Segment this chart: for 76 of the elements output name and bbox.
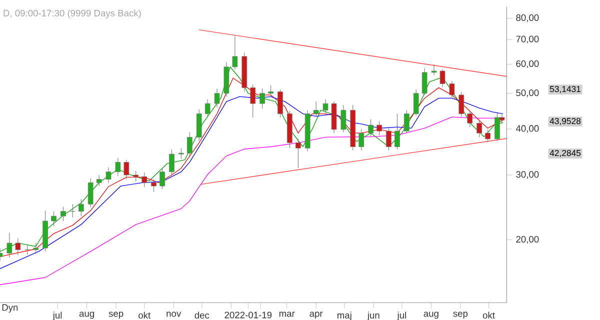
x-tick-label: okt: [482, 312, 495, 319]
candlestick: [6, 232, 12, 258]
candlestick: [115, 158, 121, 176]
text: 43,9528: [550, 118, 581, 126]
candlestick: [196, 109, 202, 141]
candlestick: [88, 178, 94, 208]
candlestick: [142, 172, 148, 188]
candlestick: [96, 174, 102, 186]
candlestick: [296, 138, 301, 168]
candlestick: [268, 85, 274, 98]
y-tick-label: 50,00: [516, 90, 539, 98]
x-tick-label: nov: [166, 312, 182, 317]
candlestick: [404, 110, 410, 134]
candlestick: [340, 104, 346, 133]
candlestick: [250, 84, 256, 118]
candlestick: [376, 120, 382, 136]
line-series: [0, 116, 506, 286]
candlestick: [476, 119, 482, 138]
x-tick-label: jul: [52, 312, 62, 320]
y-tick-label: 60,00: [516, 60, 539, 68]
candlestick: [160, 168, 165, 190]
candlestick: [60, 206, 66, 222]
candlestick: [124, 160, 130, 180]
x-tick-label: sep: [453, 312, 468, 319]
x-tick-label: maj: [337, 312, 352, 320]
candlestick: [413, 89, 419, 116]
text: Dyn: [2, 304, 18, 313]
candlestick: [133, 170, 139, 182]
candlestick: [322, 98, 328, 114]
chart-title: D, 09:00-17:30 (9999 Days Back): [4, 10, 141, 18]
x-tick-label: aug: [424, 312, 438, 319]
x-tick-label: jun: [367, 312, 380, 320]
candlestick: [178, 148, 184, 160]
x-tick-label: mar: [279, 312, 295, 317]
candlestick: [431, 64, 437, 76]
candlestick: [24, 244, 30, 256]
y-tick-label: 40,00: [516, 125, 539, 133]
candlestick: [204, 98, 210, 118]
candlestick: [232, 36, 238, 70]
candlestick: [151, 179, 156, 192]
candlestick: [440, 68, 446, 88]
candlestick: [33, 242, 39, 254]
candlestick: [70, 204, 76, 218]
candlestick: [394, 114, 400, 150]
x-tick-label: aug: [79, 312, 94, 319]
x-tick-label: apr: [310, 312, 323, 319]
candlestick: [386, 128, 392, 151]
candlestick: [51, 211, 56, 226]
line-series: [0, 96, 504, 269]
candlestick: [106, 166, 112, 184]
y-tick-label: 70,00: [516, 36, 539, 44]
x-tick-label: jul: [397, 312, 406, 320]
candlestick: [358, 128, 364, 151]
candlestick: [458, 91, 464, 117]
candlestick: [449, 80, 455, 98]
x-tick-label: sep: [108, 312, 124, 319]
candlestick: [278, 89, 283, 118]
candlestick: [78, 198, 84, 216]
text: 42,2845: [550, 150, 581, 158]
candlestick: [260, 88, 265, 109]
candlestick: [169, 149, 174, 176]
x-tick-label: dec: [194, 312, 210, 319]
y-tick-label: 80,00: [516, 14, 539, 22]
x-tick-label: okt: [138, 312, 151, 319]
candlestick: [368, 119, 374, 137]
candlestick: [313, 101, 319, 117]
candlestick: [422, 68, 428, 96]
x-tick-label: 2022-01-19: [224, 312, 272, 318]
candlestick: [467, 110, 473, 128]
candlestick: [15, 238, 21, 256]
y-tick-label: 30,00: [516, 171, 539, 179]
candlestick: [485, 130, 490, 143]
candlestick: [214, 88, 220, 108]
y-tick-label: 20,00: [516, 236, 539, 244]
candlestick: [187, 132, 192, 156]
text: 53,1431: [550, 86, 580, 94]
